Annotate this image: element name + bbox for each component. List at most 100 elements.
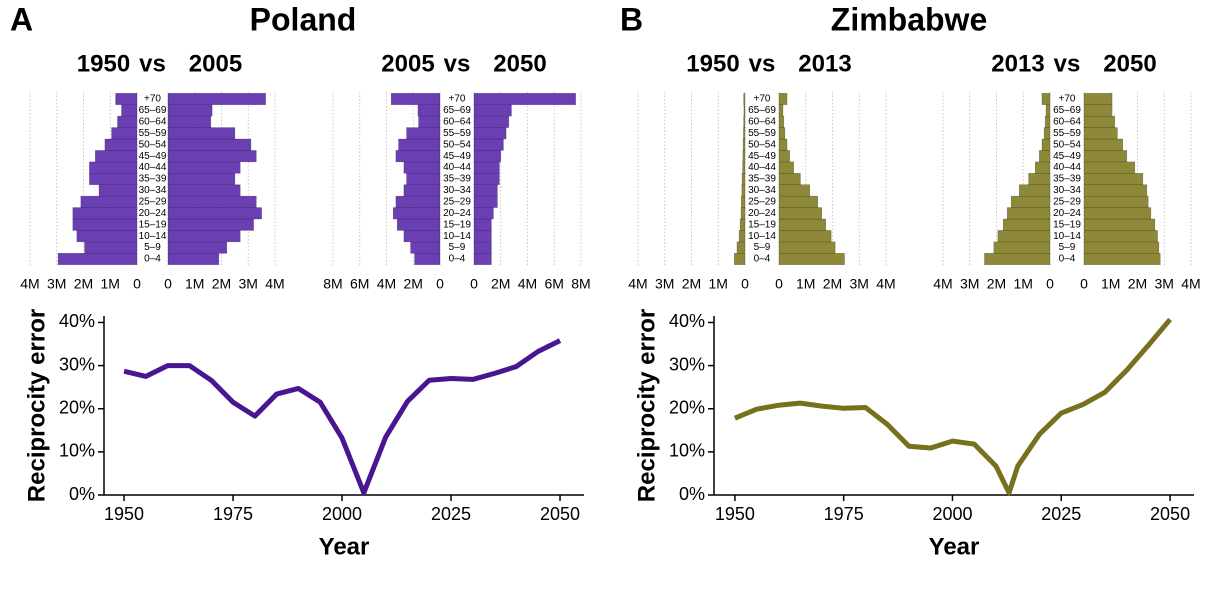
x-tick-label: 2M bbox=[1128, 276, 1147, 292]
y-tick-label: 0% bbox=[69, 484, 95, 504]
bar bbox=[414, 252, 441, 266]
bar bbox=[738, 230, 746, 243]
x-tick-label: 3M bbox=[239, 276, 258, 292]
bar bbox=[1018, 184, 1051, 197]
bar bbox=[993, 241, 1051, 254]
age-label: 65–69 bbox=[443, 105, 471, 116]
bar bbox=[741, 172, 746, 186]
age-label: 10–14 bbox=[443, 231, 471, 242]
bar bbox=[778, 127, 786, 140]
age-label: 65–69 bbox=[1053, 105, 1081, 116]
bar bbox=[1083, 127, 1118, 140]
age-label: 5–9 bbox=[1059, 242, 1076, 253]
bar bbox=[743, 115, 746, 128]
age-label: 65–69 bbox=[139, 105, 167, 116]
bar bbox=[778, 150, 790, 163]
bar bbox=[473, 104, 512, 117]
bar bbox=[778, 184, 811, 197]
bar bbox=[1044, 115, 1051, 128]
panel-title: Poland bbox=[250, 1, 357, 37]
x-tick-label: 1950 bbox=[715, 504, 755, 524]
bar bbox=[1083, 161, 1136, 174]
age-label: 30–34 bbox=[139, 185, 167, 196]
x-tick-label: 1950 bbox=[104, 504, 144, 524]
x-tick-label: 1M bbox=[796, 276, 815, 292]
x-tick-label: 3M bbox=[47, 276, 66, 292]
bar bbox=[80, 195, 138, 208]
bar bbox=[743, 92, 746, 106]
bar bbox=[1043, 127, 1051, 140]
age-label: 5–9 bbox=[754, 242, 771, 253]
x-tick-label: 0 bbox=[1080, 276, 1088, 292]
y-tick-label: 10% bbox=[669, 441, 705, 461]
bar bbox=[117, 115, 138, 128]
x-tick-label: 3M bbox=[850, 276, 869, 292]
bar bbox=[1041, 92, 1051, 106]
x-tick-label: 2025 bbox=[431, 504, 471, 524]
bar bbox=[740, 207, 746, 220]
bar bbox=[167, 218, 254, 231]
x-tick-label: 2050 bbox=[540, 504, 580, 524]
x-tick-label: 6M bbox=[545, 276, 564, 292]
bar bbox=[778, 104, 784, 117]
x-tick-label: 1975 bbox=[213, 504, 253, 524]
bar bbox=[778, 195, 819, 208]
age-label: +70 bbox=[754, 94, 771, 105]
bar bbox=[398, 138, 441, 151]
age-label: 50–54 bbox=[139, 139, 167, 150]
bar bbox=[997, 230, 1051, 243]
bar bbox=[1083, 241, 1160, 254]
x-tick-label: 2M bbox=[212, 276, 231, 292]
age-label: +70 bbox=[1059, 94, 1076, 105]
bar bbox=[121, 104, 138, 117]
bar bbox=[778, 161, 795, 174]
bar bbox=[390, 92, 441, 106]
age-label: 40–44 bbox=[1053, 162, 1081, 173]
panel-letter: A bbox=[10, 1, 33, 37]
y-tick-label: 30% bbox=[669, 354, 705, 374]
bar bbox=[473, 127, 507, 140]
bar bbox=[115, 92, 138, 106]
series-name: 2050 bbox=[493, 50, 546, 77]
bar bbox=[778, 115, 785, 128]
x-tick-label: 4M bbox=[518, 276, 537, 292]
bar bbox=[167, 252, 220, 266]
bar bbox=[736, 241, 746, 254]
x-tick-label: 2M bbox=[987, 276, 1006, 292]
x-tick-label: 4M bbox=[265, 276, 284, 292]
bar bbox=[1006, 207, 1051, 220]
bar bbox=[473, 218, 492, 231]
age-label: 5–9 bbox=[449, 242, 466, 253]
bar bbox=[89, 172, 138, 186]
x-tick-label: 2000 bbox=[322, 504, 362, 524]
bar bbox=[396, 218, 441, 231]
x-tick-label: 3M bbox=[1155, 276, 1174, 292]
bar bbox=[406, 127, 441, 140]
x-tick-label: 2M bbox=[404, 276, 423, 292]
age-label: 55–59 bbox=[1053, 128, 1081, 139]
bar bbox=[1034, 161, 1051, 174]
bar bbox=[741, 184, 746, 197]
x-tick-label: 0 bbox=[164, 276, 172, 292]
x-tick-label: 2M bbox=[823, 276, 842, 292]
y-tick-label: 30% bbox=[59, 354, 95, 374]
x-tick-label: 3M bbox=[960, 276, 979, 292]
bar bbox=[740, 195, 746, 208]
age-label: 50–54 bbox=[443, 139, 471, 150]
bar bbox=[1083, 230, 1158, 243]
age-label: 30–34 bbox=[748, 185, 776, 196]
bar bbox=[392, 207, 441, 220]
series-name: 2005 bbox=[189, 50, 242, 77]
data-line bbox=[733, 317, 1172, 496]
bar bbox=[1083, 218, 1156, 231]
bar bbox=[167, 104, 213, 117]
age-label: 40–44 bbox=[443, 162, 471, 173]
bar bbox=[778, 138, 788, 151]
x-tick-label: 2050 bbox=[1150, 504, 1190, 524]
bar bbox=[167, 207, 262, 220]
bar bbox=[473, 92, 576, 106]
x-tick-label: 0 bbox=[436, 276, 444, 292]
connector: vs bbox=[1054, 50, 1081, 77]
x-tick-label: 0 bbox=[741, 276, 749, 292]
